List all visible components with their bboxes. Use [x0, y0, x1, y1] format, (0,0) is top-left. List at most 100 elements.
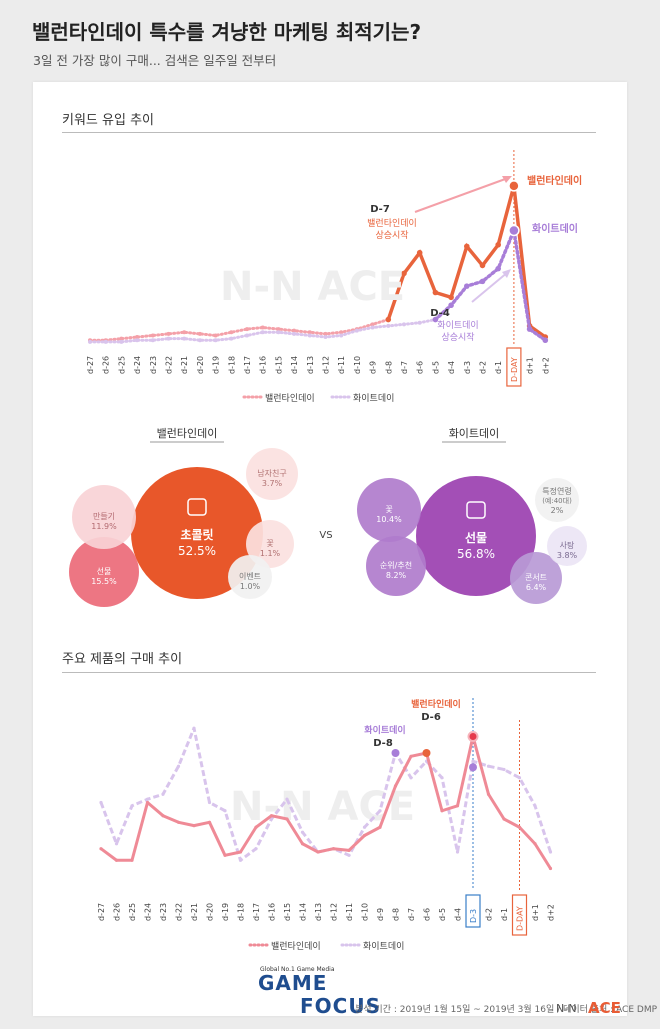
data-point [150, 338, 155, 343]
x-tick-label: d-15 [283, 903, 292, 921]
white-peak-marker [391, 749, 400, 757]
data-point [409, 776, 413, 780]
data-point [88, 339, 92, 344]
data-point [135, 335, 140, 340]
data-point [486, 764, 491, 768]
x-tick-label: d-12 [322, 356, 331, 374]
page-subtitle: 3일 전 가장 많이 구매... 검색은 일주일 전부터 [33, 53, 277, 68]
valentine-bubble-title: 밸런타인데이 [157, 427, 218, 440]
valentine-bubble [246, 448, 298, 500]
white-peak-name: 화이트데이 [364, 724, 405, 736]
data-point [354, 328, 359, 333]
data-point [440, 776, 444, 780]
data-point [145, 797, 150, 801]
x-tick-label: d-19 [221, 903, 230, 921]
data-point [130, 858, 134, 862]
x-tick-label: d-12 [330, 903, 339, 921]
data-point [150, 333, 155, 338]
data-point [486, 792, 491, 796]
valentine-bubble-value: 52.5% [178, 544, 216, 558]
data-point [254, 847, 258, 851]
x-tick-label: d-26 [102, 356, 111, 374]
data-point [182, 330, 187, 335]
valentine-bubble-value: 1.1% [260, 549, 281, 558]
data-point [339, 333, 344, 338]
valentine-bubble [69, 537, 139, 607]
x-tick-label: d-5 [431, 361, 440, 374]
data-point [362, 825, 367, 829]
valentine-bubble-value: 3.7% [262, 479, 283, 488]
data-point [339, 330, 344, 335]
valentine-bubble [131, 467, 263, 599]
x-tick-label: d-10 [361, 903, 370, 921]
data-point [370, 325, 375, 330]
data-point [393, 784, 398, 788]
data-point [114, 858, 119, 862]
x-tick-label: d-6 [416, 361, 425, 374]
data-point [401, 270, 407, 277]
x-tick-label: d-22 [175, 903, 184, 921]
x-tick-label: d-13 [314, 903, 323, 921]
white-bubble-sub: (예:40대) [542, 496, 572, 505]
valentine-bubble-name: 꽃 [266, 539, 273, 548]
data-point [402, 322, 406, 327]
x-tick-label: d-7 [400, 361, 409, 374]
data-point [533, 804, 537, 808]
data-point [455, 850, 460, 854]
data-point [542, 337, 549, 344]
valentine-peak-name: 밸런타인데이 [411, 698, 461, 710]
x-tick-label: d-5 [438, 908, 447, 921]
x-tick-label: d-27 [97, 903, 106, 921]
data-point [213, 333, 218, 338]
x-tick-label: d-4 [454, 908, 463, 921]
white-gift-icon [466, 501, 486, 519]
x-tick-label: d-26 [113, 903, 122, 921]
legend-label-white: 화이트데이 [353, 393, 394, 404]
white-bubble-name: 사탕 [560, 540, 575, 550]
white-rise-arrowhead [502, 269, 511, 278]
x-tick-label: d-24 [133, 356, 142, 374]
data-point [213, 338, 218, 343]
data-point [103, 339, 108, 344]
data-point [432, 289, 439, 296]
data-point [448, 302, 454, 309]
valentine-bubble [246, 520, 294, 568]
data-point [386, 323, 391, 328]
data-point [166, 331, 171, 336]
x-tick-label: d-2 [485, 908, 494, 921]
white-bubble [547, 526, 587, 566]
data-point [161, 792, 165, 796]
white-bubble-value: 3.8% [557, 551, 578, 560]
data-point [114, 842, 119, 846]
legend-label-white: 화이트데이 [363, 941, 404, 952]
data-point [362, 833, 367, 838]
valentine-bubble-name: 만들기 [93, 512, 115, 521]
series-line-valentine [100, 735, 552, 870]
data-point [502, 817, 506, 821]
valentine-bubble-value: 15.5% [91, 577, 117, 586]
data-point [238, 850, 243, 854]
valentine-bubble-value: 11.9% [91, 522, 117, 531]
keyword-section-title: 키워드 유입 추이 [62, 113, 154, 128]
ace-logo: ACE [588, 999, 621, 1017]
data-point [432, 316, 439, 323]
data-point [533, 842, 537, 846]
x-tick-label: D-DAY [516, 906, 525, 931]
data-point [161, 814, 165, 818]
x-tick-label: d-1 [494, 361, 503, 374]
data-point [370, 322, 375, 327]
data-point [260, 330, 265, 335]
data-point [323, 335, 328, 340]
data-point [502, 767, 506, 772]
valentine-bubble-value: 1.0% [240, 582, 261, 591]
series-line-valentine-early [88, 318, 390, 342]
x-tick-label: d-9 [376, 908, 385, 921]
d7-line1: 밸런타인데이 [367, 218, 417, 229]
data-point [416, 249, 423, 256]
x-tick-label: d+1 [531, 904, 540, 921]
valentine-peak-label: 밸런타인데이 [527, 174, 582, 187]
x-tick-label: d-19 [212, 356, 221, 374]
x-tick-label: d+2 [547, 904, 556, 921]
watermark-focus: FOCUS [300, 994, 381, 1018]
data-point [99, 847, 103, 851]
